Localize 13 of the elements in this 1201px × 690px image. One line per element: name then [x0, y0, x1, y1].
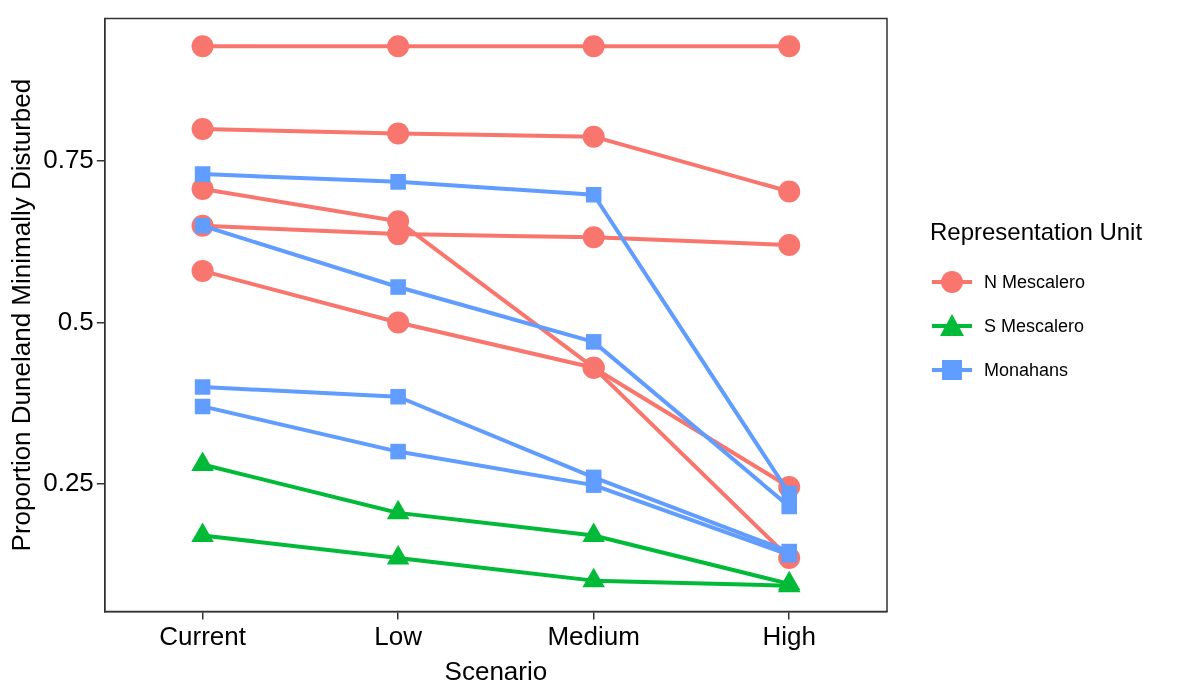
x-tick-label: Medium	[547, 621, 640, 652]
legend-label: Monahans	[984, 359, 1069, 381]
y-tick-label: 0.75	[43, 144, 94, 175]
legend-label: N Mescalero	[984, 271, 1086, 293]
legend-title: Representation Unit	[930, 218, 1143, 246]
x-tick-label: High	[762, 621, 816, 652]
y-tick-label: 0.25	[43, 467, 94, 498]
y-tick-label: 0.5	[57, 305, 94, 336]
x-tick-label: Current	[159, 621, 247, 652]
legend-label: S Mescalero	[984, 315, 1085, 337]
x-axis-title: Scenario	[444, 655, 548, 686]
x-tick-label: Low	[374, 621, 423, 652]
y-axis-title: Proportion Duneland Minimally Disturbed	[5, 78, 36, 552]
